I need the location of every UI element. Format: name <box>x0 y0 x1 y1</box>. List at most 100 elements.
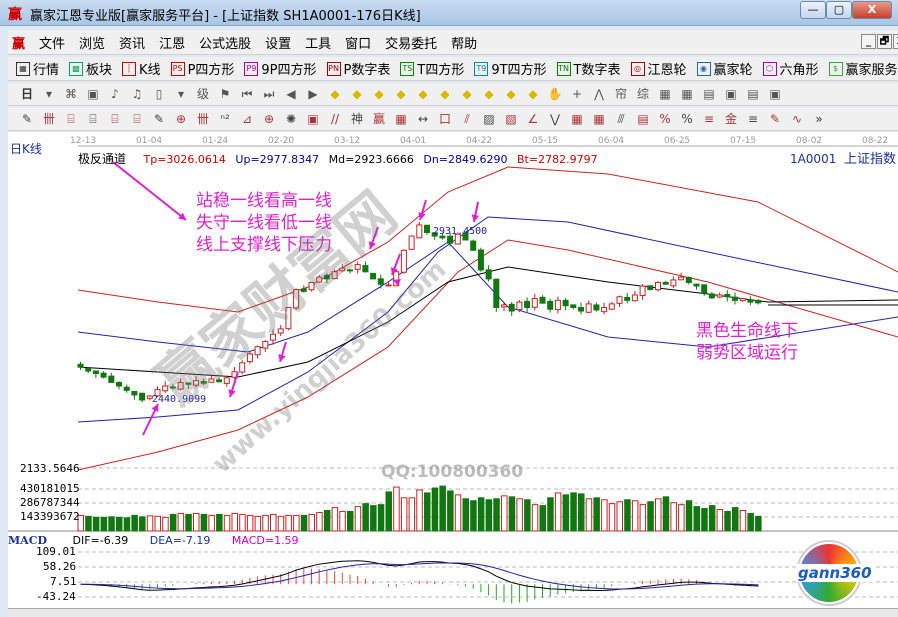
tool-icon[interactable]: ⋀ <box>594 87 604 101</box>
drawing-tool-icon[interactable]: ⋁ <box>550 111 560 126</box>
drawing-tool-icon[interactable]: ≡ <box>703 111 715 126</box>
drawing-tool-icon[interactable]: ⫻ <box>617 111 625 126</box>
tool-icon[interactable]: ◆ <box>374 87 384 101</box>
more-tools-button[interactable]: » <box>815 111 823 126</box>
menu-item[interactable]: 窗口 <box>345 36 372 52</box>
drawing-tool-icon[interactable]: % <box>659 111 671 126</box>
tool-icon[interactable]: ▯ <box>155 87 163 101</box>
drawing-tool-icon[interactable]: ✎ <box>769 111 781 126</box>
tool-icon[interactable]: ▤ <box>703 87 715 101</box>
tool-icon[interactable]: ◀ <box>286 87 296 101</box>
drawing-tool-icon[interactable]: ▦ <box>395 111 407 126</box>
tool-icon[interactable]: ▦ <box>681 87 693 101</box>
drawing-tool-icon[interactable]: ≡ <box>747 111 759 126</box>
tool-icon[interactable]: ◆ <box>484 87 494 101</box>
mdi-close-button[interactable]: X <box>893 34 898 49</box>
toolbar-item[interactable]: ⬡ 六角形 <box>762 59 819 78</box>
toolbar-item[interactable]: P9 9P四方形 <box>244 59 317 78</box>
drawing-tool-icon[interactable]: ⌸ <box>67 111 75 126</box>
tool-icon[interactable]: 帘 <box>614 87 627 101</box>
chart-area[interactable]: 12-13 01-04 01-24 02-20 03-12 04-01 04-22 05-15… <box>8 132 898 610</box>
toolbar-item[interactable]: ▩ 板块 <box>69 59 112 78</box>
mdi-restore-button[interactable]: 🗗 <box>877 34 892 49</box>
drawing-tool-icon[interactable]: ⊕ <box>263 111 275 126</box>
toolbar-item[interactable]: T9 9T四方形 <box>474 59 547 78</box>
menu-item[interactable]: 浏览 <box>79 36 106 52</box>
tool-icon[interactable]: ▦ <box>659 87 671 101</box>
drawing-tool-icon[interactable]: 口 <box>438 111 451 126</box>
tool-icon[interactable]: ▾ <box>177 87 185 101</box>
drawing-tool-icon[interactable]: 金 <box>724 111 737 126</box>
tool-icon[interactable]: ◆ <box>528 87 538 101</box>
menu-item[interactable]: 帮助 <box>451 36 478 52</box>
maximize-button[interactable]: ▢ <box>826 1 852 19</box>
tool-icon[interactable]: ⌘ <box>65 87 77 101</box>
tool-icon[interactable]: ♪ <box>111 87 119 101</box>
tool-icon[interactable]: 综 <box>636 87 649 101</box>
menu-item[interactable]: 文件 <box>39 36 66 52</box>
tool-icon[interactable]: ◆ <box>506 87 516 101</box>
tool-icon[interactable]: 级 <box>196 87 209 101</box>
drawing-tool-icon[interactable]: ▧ <box>505 111 517 126</box>
tool-icon[interactable]: ▣ <box>725 87 737 101</box>
drawing-tool-icon[interactable]: ∿ <box>791 111 803 126</box>
menu-item[interactable]: 设置 <box>265 36 292 52</box>
toolbar-item[interactable]: ◉ 赢家轮 <box>696 59 753 78</box>
chart-canvas[interactable]: 12-13 01-04 01-24 02-20 03-12 04-01 04-22 05-15… <box>8 132 898 610</box>
tool-icon[interactable]: ⏭ <box>263 87 275 101</box>
drawing-tool-icon[interactable]: ⌸ <box>133 111 141 126</box>
tool-icon[interactable]: ◆ <box>440 87 450 101</box>
menu-item[interactable]: 交易委托 <box>385 36 438 52</box>
drawing-tool-icon[interactable]: ⌸ <box>111 111 119 126</box>
drawing-tool-icon[interactable]: ↔ <box>417 111 429 126</box>
drawing-tool-icon[interactable]: ⌸ <box>89 111 97 126</box>
tool-icon[interactable]: ◆ <box>418 87 428 101</box>
menu-item[interactable]: 工具 <box>305 36 332 52</box>
drawing-tool-icon[interactable]: ▨ <box>483 111 495 126</box>
menu-item[interactable]: 资讯 <box>119 36 146 52</box>
drawing-tool-icon[interactable]: // <box>330 111 340 126</box>
drawing-tool-icon[interactable]: 神 <box>350 111 363 126</box>
drawing-tool-icon[interactable]: ✎ <box>153 111 165 126</box>
drawing-tool-icon[interactable]: ⊿ <box>241 111 253 126</box>
tool-icon[interactable]: ▣ <box>769 87 781 101</box>
toolbar-item[interactable]: ▦ 行情 <box>16 59 59 78</box>
menu-item[interactable]: 公式选股 <box>199 36 252 52</box>
tool-icon[interactable]: ♫ <box>131 87 143 101</box>
drawing-tool-icon[interactable]: 卌 <box>42 111 55 126</box>
toolbar-item[interactable]: PN P数字表 <box>326 59 390 78</box>
mdi-minimize-button[interactable]: _ <box>861 34 876 49</box>
close-button[interactable]: X <box>852 1 892 19</box>
toolbar-item[interactable]: PS P四方形 <box>170 59 234 78</box>
tool-icon[interactable]: ◆ <box>396 87 406 101</box>
drawing-tool-icon[interactable]: ⁿ² <box>220 111 230 126</box>
toolbar-item[interactable]: TN T数字表 <box>556 59 621 78</box>
tool-icon[interactable]: ◆ <box>462 87 472 101</box>
tool-icon[interactable]: ▾ <box>45 87 53 101</box>
drawing-tool-icon[interactable]: ▦ <box>571 111 583 126</box>
tool-icon[interactable]: ◆ <box>352 87 362 101</box>
drawing-tool-icon[interactable]: ⊕ <box>175 111 187 126</box>
tool-icon[interactable]: ◆ <box>330 87 340 101</box>
minimize-button[interactable]: — <box>800 1 826 19</box>
drawing-tool-icon[interactable]: ✎ <box>21 111 33 126</box>
drawing-tool-icon[interactable]: % <box>681 111 693 126</box>
drawing-tool-icon[interactable]: 赢 <box>372 111 385 126</box>
period-dropdown[interactable]: 日 <box>20 87 33 101</box>
drawing-tool-icon[interactable]: 卌 <box>196 111 209 126</box>
drawing-tool-icon[interactable]: ▤ <box>637 111 649 126</box>
tool-icon[interactable]: ⚑ <box>219 87 231 101</box>
drawing-tool-icon[interactable]: ▣ <box>307 111 319 126</box>
drawing-tool-icon[interactable]: ✺ <box>285 111 297 126</box>
tool-icon[interactable]: ▶ <box>308 87 318 101</box>
tool-icon[interactable]: ⏮ <box>241 87 253 101</box>
toolbar-item[interactable]: ◎ 江恩轮 <box>630 59 687 78</box>
tool-icon[interactable]: ▣ <box>87 87 99 101</box>
tool-icon[interactable]: + <box>571 87 583 101</box>
menu-item[interactable]: 江恩 <box>159 36 186 52</box>
toolbar-item[interactable]: ┆ K线 <box>122 59 161 78</box>
toolbar-item[interactable]: $ 赢家服务 <box>828 59 898 78</box>
drawing-tool-icon[interactable]: ⫽ <box>464 111 470 126</box>
tool-icon[interactable]: ✋ <box>547 87 563 101</box>
tool-icon[interactable]: ▤ <box>747 87 759 101</box>
